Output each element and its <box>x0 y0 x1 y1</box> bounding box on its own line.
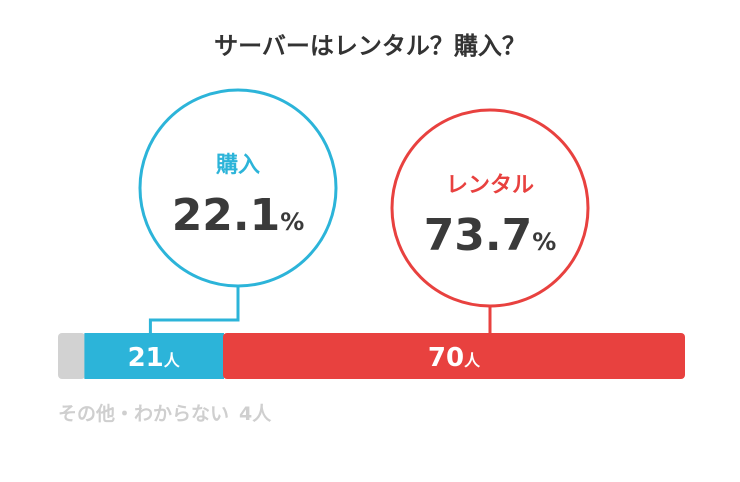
purchase-connector-line <box>148 286 240 333</box>
purchase-callout: 購入 22.1% <box>138 88 338 333</box>
rental-percent-unit: % <box>532 228 556 256</box>
rental-count-label: 70人 <box>428 343 481 373</box>
rental-count-value: 70 <box>428 343 464 373</box>
purchase-count-unit: 人 <box>164 351 181 370</box>
purchase-percent-unit: % <box>280 208 304 236</box>
rental-count-unit: 人 <box>464 351 481 370</box>
purchase-count-label: 21人 <box>128 343 181 373</box>
bar-segment-purchase <box>84 333 225 379</box>
bar-segment-other <box>58 333 86 379</box>
rental-label: レンタル <box>446 173 534 198</box>
purchase-percent: 22.1% <box>172 190 305 241</box>
rental-percent-value: 73.7 <box>424 210 533 261</box>
other-note: その他・わからない 4人 <box>58 402 272 425</box>
other-label: その他・わからない <box>58 402 229 425</box>
other-count: 4 <box>239 403 252 425</box>
other-unit: 人 <box>252 403 272 425</box>
purchase-label: 購入 <box>216 153 260 178</box>
rental-callout: レンタル 73.7% <box>390 108 590 333</box>
purchase-circle <box>138 88 338 288</box>
stacked-bar: 21人 70人 <box>58 333 685 379</box>
purchase-percent-value: 22.1 <box>172 190 281 241</box>
rental-circle <box>390 108 590 308</box>
bar-segment-rental <box>223 333 685 379</box>
rental-percent: 73.7% <box>424 210 557 261</box>
chart-title: サーバーはレンタル？購入？ <box>214 32 526 60</box>
purchase-count-value: 21 <box>128 343 164 373</box>
